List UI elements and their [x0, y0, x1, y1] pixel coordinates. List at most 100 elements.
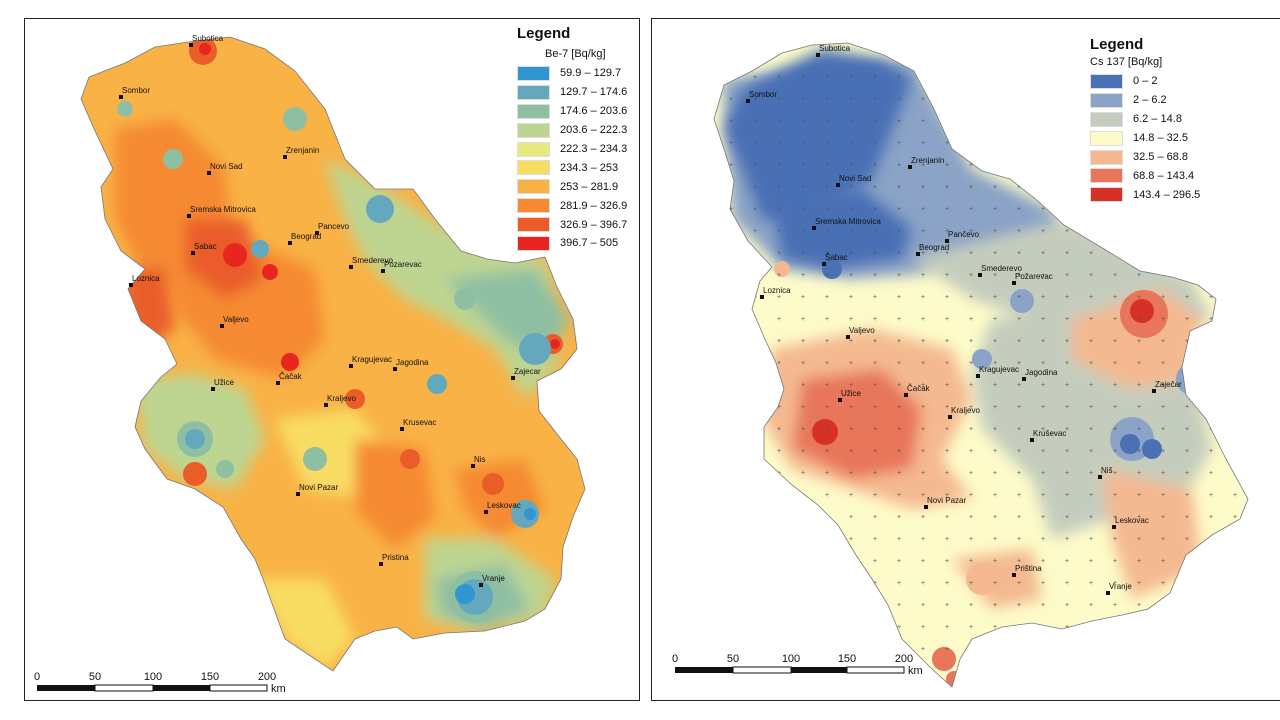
cs137-sample-point: + — [969, 492, 973, 499]
cs137-sample-point: + — [825, 624, 829, 631]
cs137-city-marker — [836, 183, 840, 187]
cs137-sample-point: + — [1089, 228, 1093, 235]
cs137-legend-label: 0 – 2 — [1133, 75, 1158, 88]
cs137-sample-point: + — [993, 206, 997, 213]
cs137-sample-point: + — [1113, 602, 1117, 609]
cs137-city-label: Vranje — [1109, 582, 1132, 591]
cs137-sample-point: + — [729, 118, 733, 125]
cs137-sample-point: + — [753, 448, 757, 455]
cs137-scale-tick: 50 — [727, 653, 739, 665]
be7-city-label: Smederevo — [352, 256, 393, 265]
be7-legend-swatch — [517, 160, 550, 176]
cs137-sample-point: + — [1041, 228, 1045, 235]
cs137-city-marker — [816, 53, 820, 57]
cs137-sample-point: + — [969, 162, 973, 169]
cs137-sample-point: + — [969, 382, 973, 389]
cs137-city-label: Beograd — [919, 243, 949, 252]
cs137-sample-point: + — [1017, 602, 1021, 609]
cs137-sample-point: + — [1065, 228, 1069, 235]
cs137-sample-point: + — [1233, 140, 1237, 147]
cs137-sample-point: + — [1185, 294, 1189, 301]
cs137-sample-point: + — [1089, 580, 1093, 587]
cs137-sample-point: + — [921, 206, 925, 213]
be7-legend-swatch — [517, 103, 550, 119]
cs137-sample-point: + — [897, 602, 901, 609]
cs137-legend-variable: Cs 137 [Bq/kg] — [1090, 56, 1163, 68]
cs137-sample-point: + — [825, 360, 829, 367]
be7-city-marker — [220, 324, 224, 328]
cs137-sample-point: + — [801, 602, 805, 609]
cs137-sample-point: + — [1137, 382, 1141, 389]
cs137-sample-point: + — [897, 404, 901, 411]
cs137-sample-point: + — [993, 382, 997, 389]
cs137-sample-point: + — [993, 96, 997, 103]
cs137-sample-point: + — [897, 272, 901, 279]
cs137-sample-point: + — [1185, 580, 1189, 587]
cs137-sample-point: + — [945, 514, 949, 521]
cs137-sample-point: + — [777, 206, 781, 213]
cs137-sample-point: + — [825, 646, 829, 653]
cs137-sample-point: + — [753, 646, 757, 653]
cs137-sample-point: + — [801, 404, 805, 411]
be7-legend-label: 129.7 – 174.6 — [560, 86, 628, 99]
cs137-sample-point: + — [1209, 426, 1213, 433]
cs137-sample-point: + — [873, 580, 877, 587]
cs137-sample-point: + — [945, 250, 949, 257]
cs137-sample-point: + — [1161, 448, 1165, 455]
cs137-sample-point: + — [1065, 294, 1069, 301]
cs137-legend-rows: 0 – 2 2 – 6.2 6.2 – 14.8 14.8 – 32.5 32.5 – … — [1090, 72, 1200, 204]
cs137-sample-point: + — [801, 206, 805, 213]
cs137-sample-point: + — [849, 338, 853, 345]
cs137-sample-point: + — [753, 184, 757, 191]
be7-city-label: Nis — [474, 455, 486, 464]
cs137-sample-point: + — [753, 272, 757, 279]
be7-legend-row: 281.9 – 326.9 — [517, 196, 627, 215]
cs137-sample-point: + — [897, 162, 901, 169]
cs137-sample-point: + — [993, 624, 997, 631]
cs137-sample-point: + — [993, 580, 997, 587]
cs137-sample-point: + — [1017, 228, 1021, 235]
cs137-sample-point: + — [873, 250, 877, 257]
cs137-sample-point: + — [801, 118, 805, 125]
be7-city-marker — [349, 265, 353, 269]
cs137-sample-point: + — [945, 96, 949, 103]
cs137-sample-point: + — [729, 448, 733, 455]
cs137-sample-point: + — [1233, 514, 1237, 521]
cs137-sample-point: + — [945, 602, 949, 609]
be7-city-label: Čačak — [279, 372, 303, 381]
cs137-sample-point: + — [1161, 382, 1165, 389]
cs137-sample-point: + — [849, 624, 853, 631]
cs137-sample-point: + — [1041, 338, 1045, 345]
cs137-sample-point: + — [969, 514, 973, 521]
cs137-sample-point: + — [921, 250, 925, 257]
be7-scale-tick: 150 — [201, 671, 219, 683]
cs137-sample-point: + — [921, 624, 925, 631]
cs137-sample-point: + — [897, 492, 901, 499]
cs137-city-marker — [838, 398, 842, 402]
be7-city-marker — [381, 269, 385, 273]
cs137-sample-point: + — [1209, 514, 1213, 521]
cs137-sample-point: + — [1089, 448, 1093, 455]
cs137-sample-point: + — [1041, 492, 1045, 499]
cs137-sample-point: + — [873, 624, 877, 631]
be7-city-marker — [484, 510, 488, 514]
cs137-sample-point: + — [1209, 602, 1213, 609]
cs137-sample-point: + — [1161, 404, 1165, 411]
cs137-sample-point: + — [1017, 316, 1021, 323]
be7-city-label: Leskovac — [487, 501, 521, 510]
cs137-sample-point: + — [1137, 338, 1141, 345]
cs137-city-marker — [1012, 573, 1016, 577]
be7-city-marker — [479, 583, 483, 587]
cs137-sample-point: + — [729, 206, 733, 213]
cs137-sample-point: + — [969, 140, 973, 147]
cs137-sample-point: + — [777, 514, 781, 521]
cs137-sample-point: + — [777, 228, 781, 235]
cs137-sample-point: + — [1209, 294, 1213, 301]
cs137-sample-point: + — [777, 558, 781, 565]
cs137-city-marker — [1022, 377, 1026, 381]
cs137-sample-point: + — [801, 646, 805, 653]
cs137-sample-point: + — [849, 360, 853, 367]
cs137-sample-point: + — [993, 448, 997, 455]
cs137-city-marker — [812, 226, 816, 230]
cs137-city-marker — [904, 393, 908, 397]
